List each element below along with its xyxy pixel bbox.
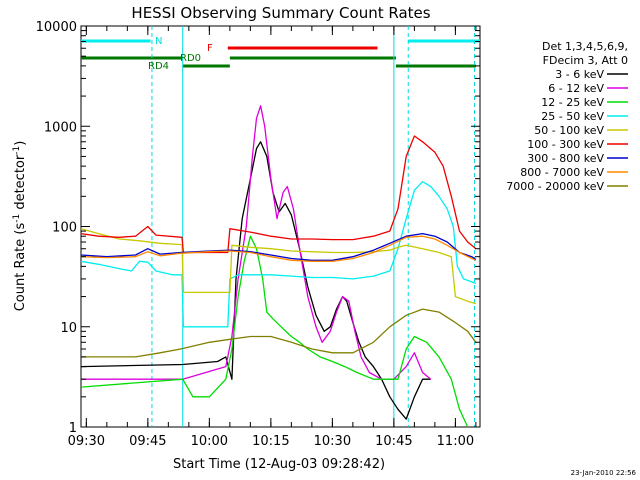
legend-label-4: 25 - 50 keV [541,110,604,123]
y-axis-label-end: ) [13,141,28,146]
series-line-6 [80,135,477,254]
axes: 1 10 100 1000 10000 09:30 09:45 10:00 10:15 10:30… [36,20,480,449]
legend-label-6: 100 - 300 keV [527,138,604,151]
series-line-4 [80,181,477,328]
x-tick-label: 11:00 [437,434,474,449]
y-tick-label: 1 [69,421,77,436]
y-axis-label-sup1: -1 [12,214,22,223]
x-tick-label: 10:45 [375,434,412,449]
legend-label-1: 3 - 6 keV [555,68,604,81]
y-tick-label: 10000 [36,20,77,35]
y-tick-label: 10 [60,321,77,336]
x-tick-label: 10:30 [314,434,351,449]
x-tick-label: 10:15 [252,434,289,449]
flag-label-rd0: RD0 [180,53,201,64]
series-line-5 [80,228,477,305]
chart-title: HESSI Observing Summary Count Rates [131,4,430,22]
legend-label-2: 6 - 12 keV [548,82,604,95]
flag-label-rd4: RD4 [148,61,169,72]
series-line-7 [80,232,477,261]
x-tick-label: 09:45 [129,434,166,449]
observing-flags [81,39,480,68]
legend-label-5: 50 - 100 keV [534,124,604,137]
series-line-3 [80,235,469,428]
footer-timestamp: 23-Jan-2010 22:56 [571,469,637,477]
flag-label-night: N [155,36,162,47]
series-line-8 [80,235,477,262]
x-tick-label: 09:30 [68,434,105,449]
y-tick-label: 100 [52,221,77,236]
boundary-lines [151,26,476,427]
legend-header-line1: Det 1,3,4,5,6,9, [542,40,628,53]
legend-label-3: 12 - 25 keV [541,96,604,109]
flag-label-flare: F [207,43,213,54]
series-line-9 [81,308,477,358]
legend-header-line2: FDecim 3, Att 0 [543,54,628,67]
legend: Det 1,3,4,5,6,9, FDecim 3, Att 0 3 - 6 k… [506,40,628,193]
y-axis-label-sup2: -1 [12,146,22,155]
y-axis-label-mid: detector [13,154,28,214]
x-tick-label: 10:00 [191,434,228,449]
x-axis-label: Start Time (12-Aug-03 09:28:42) [173,457,385,472]
series-lines [80,105,477,428]
y-axis-label-main: Count Rate (s [13,223,28,312]
series-line-1 [80,141,431,420]
legend-label-7: 300 - 800 keV [527,152,604,165]
y-axis-label: Count Rate (s-1 detector-1) [12,141,28,312]
legend-label-8: 800 - 7000 keV [520,166,604,179]
y-tick-label: 1000 [44,120,77,135]
series-line-2 [81,105,432,380]
legend-label-9: 7000 - 20000 keV [506,180,604,193]
